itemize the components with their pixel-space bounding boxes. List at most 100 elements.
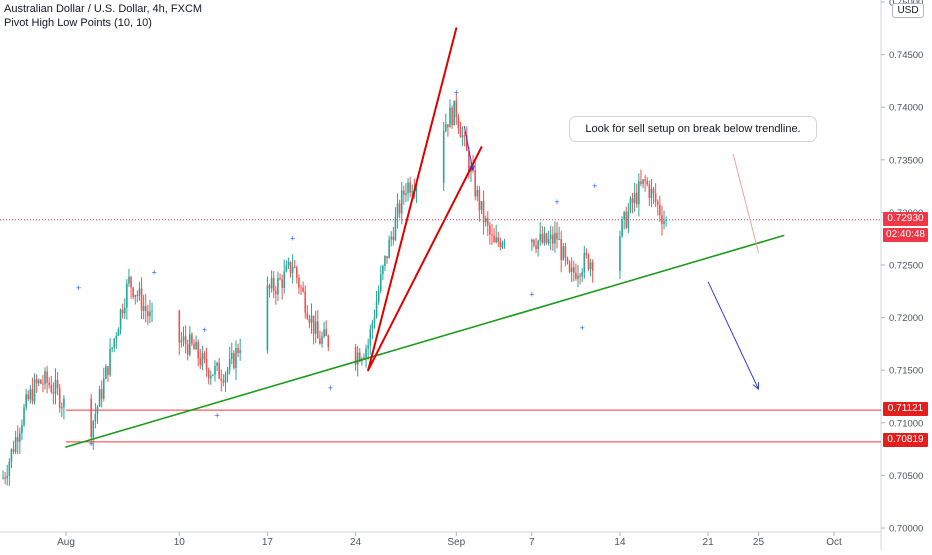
candle-body	[209, 375, 212, 379]
candle-body	[222, 380, 225, 383]
candle-body	[302, 287, 304, 292]
candle-body	[226, 369, 229, 375]
candle-body	[266, 285, 269, 351]
pivot-high-marker: +	[76, 283, 81, 293]
pivot-low-marker: +	[214, 410, 219, 420]
candle-body	[314, 321, 317, 334]
candle-body	[201, 353, 204, 366]
candle-body	[12, 449, 15, 452]
candle-body	[96, 406, 99, 414]
candle-body	[230, 352, 233, 359]
candle-body	[577, 275, 579, 279]
candle-body	[547, 239, 550, 244]
candle-body	[289, 261, 292, 274]
candle-countdown-tag: 02:40:48	[883, 228, 928, 242]
candle-body	[186, 344, 189, 355]
last-price-tag: 0.72930	[883, 212, 928, 226]
candle-body	[531, 239, 533, 243]
pivot-low-marker: +	[529, 289, 534, 299]
candle-body	[591, 262, 594, 271]
candle-body	[323, 329, 325, 337]
candle-body	[562, 246, 565, 261]
breakdown-arrow-line	[463, 126, 474, 171]
candle-body	[184, 336, 187, 345]
candle-body	[19, 433, 21, 442]
candle-body	[482, 200, 485, 223]
candle-body	[354, 347, 357, 365]
candle-body	[558, 239, 560, 241]
currency-badge[interactable]: USD	[892, 3, 924, 18]
candle-body	[212, 374, 214, 376]
candle-body	[575, 272, 577, 279]
candle-body	[109, 348, 111, 375]
candle-body	[585, 252, 588, 255]
candle-body	[207, 369, 210, 379]
candle-body	[638, 181, 640, 205]
candle-body	[140, 288, 143, 311]
candle-body	[646, 180, 649, 185]
candle-body	[652, 188, 655, 194]
candle-body	[121, 309, 124, 314]
candle-body	[396, 203, 399, 217]
candle-body	[499, 242, 502, 248]
callout-annotation[interactable]: Look for sell setup on break below trend…	[569, 116, 817, 142]
wedge-lower-line	[367, 146, 483, 372]
candle-body	[554, 232, 556, 244]
candle-body	[308, 318, 311, 323]
pivot-high-marker: +	[202, 325, 207, 335]
candle-body	[272, 278, 275, 292]
x-tick-label: 7	[529, 537, 535, 548]
pivot-low-marker: +	[580, 323, 585, 333]
candle-body	[564, 246, 567, 258]
candle-body	[107, 366, 109, 375]
candle-body	[325, 329, 327, 337]
candle-body	[132, 287, 134, 297]
x-tick-label: 10	[174, 537, 186, 548]
candle-body	[218, 362, 220, 379]
x-tick-label: Sep	[447, 537, 465, 548]
candle-body	[449, 107, 451, 128]
y-tick-label: 0.74000	[889, 103, 923, 114]
candle-body	[237, 347, 239, 354]
candle-body	[119, 309, 122, 330]
candle-body	[42, 383, 44, 385]
candle-body	[455, 100, 458, 118]
candle-body	[54, 380, 57, 394]
projection-arrow-line	[707, 281, 759, 390]
candle-body	[468, 150, 470, 173]
candle-body	[556, 232, 558, 240]
pivot-high-marker: +	[592, 181, 597, 191]
candle-body	[283, 271, 286, 288]
candle-body	[503, 242, 506, 244]
candle-body	[363, 357, 365, 359]
candle-body	[656, 201, 659, 205]
candle-body	[621, 219, 623, 236]
candle-body	[405, 193, 407, 195]
uptrend-line	[65, 234, 785, 448]
candle-body	[123, 307, 126, 314]
y-tick-label: 0.72500	[889, 261, 923, 272]
candle-body	[214, 365, 216, 375]
candle-body	[178, 310, 181, 343]
candle-body	[14, 437, 17, 452]
candle-body	[388, 239, 390, 259]
candle-body	[317, 321, 319, 339]
candle-body	[407, 182, 409, 194]
candle-body	[644, 179, 646, 181]
candle-body	[459, 128, 462, 138]
x-tick-label: 25	[753, 537, 765, 548]
candle-body	[105, 366, 107, 379]
candle-body	[31, 389, 34, 402]
candle-body	[453, 100, 455, 126]
pivot-high-marker: +	[151, 267, 156, 277]
candle-body	[382, 265, 384, 275]
candle-body	[182, 336, 185, 341]
projection-arrow-head	[752, 382, 760, 391]
candle-body	[589, 262, 592, 270]
y-tick-label: 0.72000	[889, 313, 923, 324]
candle-body	[61, 407, 63, 409]
candle-body	[306, 312, 309, 319]
candle-body	[386, 256, 388, 259]
